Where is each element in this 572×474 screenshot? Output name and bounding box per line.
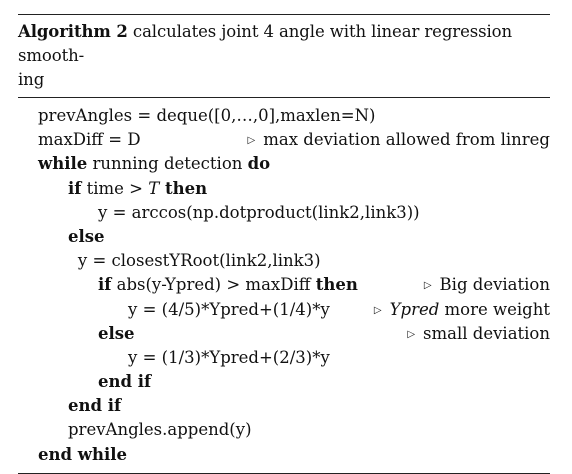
code-text: running detection	[87, 154, 248, 174]
line-code: else	[98, 322, 135, 346]
keyword: if	[98, 275, 112, 295]
algorithm-body: prevAngles = deque([0,…,0],maxlen=N) maxD…	[18, 98, 550, 473]
algorithm-line: y = (1/3)*Ypred+(2/3)*y	[18, 346, 550, 370]
comment-triangle-icon: ▷	[373, 304, 382, 316]
keyword: then	[315, 275, 358, 295]
line-comment: ▷ small deviation	[407, 322, 550, 347]
comment-text: small deviation	[423, 323, 550, 343]
keyword: end if	[68, 396, 122, 416]
algorithm-line: prevAngles.append(y)	[18, 418, 550, 442]
comment-triangle-icon: ▷	[247, 135, 256, 147]
algorithm-line: maxDiff = D ▷ max deviation allowed from l…	[18, 128, 550, 152]
line-code: y = closestYRoot(link2,link3)	[78, 249, 321, 273]
caption-label: Algorithm 2	[18, 22, 128, 41]
keyword: then	[159, 178, 208, 198]
algorithm-line: y = arccos(np.dotproduct(link2,link3))	[18, 201, 550, 225]
line-code: if abs(y-Ypred) > maxDiff then	[98, 273, 358, 297]
comment-triangle-icon: ▷	[423, 280, 432, 292]
line-code: y = arccos(np.dotproduct(link2,link3))	[98, 201, 420, 225]
line-code: prevAngles.append(y)	[68, 418, 252, 442]
algorithm-line: while running detection do	[18, 152, 550, 176]
line-comment: ▷ Big deviation	[424, 273, 550, 298]
algorithm-line: prevAngles = deque([0,…,0],maxlen=N)	[18, 104, 550, 128]
caption-line-2: ing	[18, 70, 45, 89]
code-text: y = closestYRoot(link2,link3)	[77, 251, 321, 271]
line-code: end if	[68, 394, 121, 418]
math-symbol: Ypred	[389, 299, 440, 319]
code-text: y = arccos(np.dotproduct(link2,link3))	[98, 202, 420, 222]
keyword: while	[38, 154, 88, 174]
code-text: abs(y-Ypred) > maxDiff	[111, 275, 316, 295]
algorithm-line: else	[18, 225, 550, 249]
middle-rule	[18, 97, 550, 98]
code-text: y = (4/5)*Ypred+(1/4)*y	[128, 299, 330, 319]
keyword: do	[247, 154, 271, 174]
algorithm-line: end while	[18, 443, 550, 467]
line-comment: ▷ max deviation allowed from linreg	[248, 128, 550, 153]
line-code: end while	[38, 443, 127, 467]
caption-text-1: calculates joint 4 angle with linear reg…	[18, 22, 513, 65]
algorithm-line: if time > T then	[18, 177, 550, 201]
algorithm-line: end if	[18, 394, 550, 418]
keyword: end while	[38, 444, 128, 464]
line-code: y = (4/5)*Ypred+(1/4)*y	[128, 298, 330, 322]
code-text: y = (1/3)*Ypred+(2/3)*y	[128, 347, 330, 367]
code-text: maxDiff = D	[38, 130, 141, 150]
algorithm-caption: Algorithm 2 calculates joint 4 angle wit…	[18, 15, 550, 97]
line-code: y = (1/3)*Ypred+(2/3)*y	[128, 346, 330, 370]
algorithm-line: else ▷ small deviation	[18, 322, 550, 346]
line-comment: ▷ Ypred more weight	[374, 298, 550, 323]
line-code: end if	[98, 370, 151, 394]
algorithm-line: if abs(y-Ypred) > maxDiff then ▷ Big devia…	[18, 273, 550, 297]
comment-triangle-icon: ▷	[407, 328, 416, 340]
code-text: more weight	[439, 299, 550, 319]
algorithm-line: y = (4/5)*Ypred+(1/4)*y ▷ Ypred more weigh…	[18, 298, 550, 322]
top-rule	[18, 14, 550, 15]
comment-text: Big deviation	[439, 275, 550, 295]
line-code: maxDiff = D	[38, 128, 141, 152]
code-text: prevAngles.append(y)	[68, 420, 252, 440]
math-symbol: T	[148, 178, 160, 198]
comment-text: max deviation allowed from linreg	[263, 130, 550, 150]
keyword: else	[68, 226, 105, 246]
keyword: if	[68, 178, 82, 198]
line-code: prevAngles = deque([0,…,0],maxlen=N)	[38, 104, 375, 128]
keyword: else	[98, 323, 135, 343]
code-text: time >	[81, 178, 149, 198]
code-text: prevAngles = deque([0,…,0],maxlen=N)	[38, 106, 376, 125]
keyword: end if	[98, 372, 152, 392]
algorithm-box: Algorithm 2 calculates joint 4 angle wit…	[18, 14, 550, 474]
algorithm-line: end if	[18, 370, 550, 394]
line-code: if time > T then	[68, 177, 207, 201]
caption-line-1: Algorithm 2 calculates joint 4 angle wit…	[18, 20, 550, 68]
line-code: while running detection do	[38, 152, 270, 176]
algorithm-line: y = closestYRoot(link2,link3)	[18, 249, 550, 273]
line-code: else	[68, 225, 105, 249]
